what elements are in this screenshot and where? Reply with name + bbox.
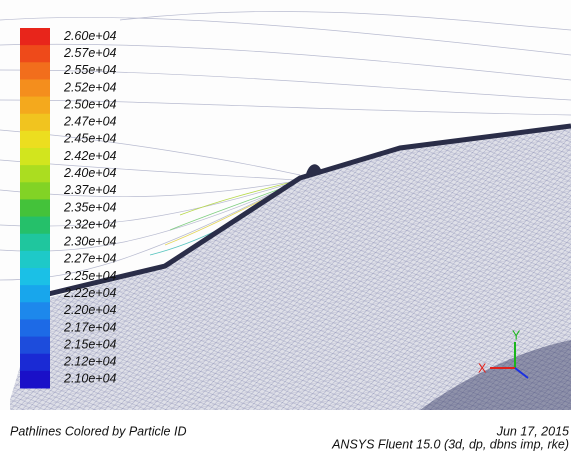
- colorbar-swatch: [20, 113, 50, 132]
- colorbar-swatch: [20, 182, 50, 200]
- triad-x-label: X: [478, 361, 487, 375]
- mesh-surface: [10, 128, 571, 410]
- colorbar-label: 2.40e+04: [63, 166, 117, 180]
- colorbar-label: 2.30e+04: [63, 235, 117, 249]
- date: Jun 17, 2015: [496, 424, 569, 438]
- surface-bump: [305, 164, 322, 178]
- colorbar-swatch: [20, 45, 50, 63]
- caption: Pathlines Colored by Particle ID: [10, 424, 186, 438]
- colorbar-label: 2.27e+04: [63, 252, 117, 266]
- colorbar-label: 2.47e+04: [63, 115, 117, 129]
- colorbar-swatch: [20, 199, 50, 218]
- colorbar-swatch: [20, 130, 50, 149]
- colorbar-label: 2.22e+04: [63, 286, 117, 300]
- colorbar-label: 2.32e+04: [63, 217, 117, 231]
- colorbar-swatch: [20, 62, 50, 80]
- colorbar-swatch: [20, 148, 50, 166]
- colorbar-label: 2.55e+04: [63, 63, 117, 77]
- colorbar-swatch: [20, 268, 50, 286]
- colorbar-label: 2.12e+04: [63, 355, 117, 369]
- colorbar-swatch: [20, 216, 50, 235]
- colorbar-label: 2.52e+04: [63, 80, 117, 94]
- colorbar-swatch: [20, 319, 50, 338]
- colorbar-swatch: [20, 79, 50, 98]
- dense-mesh: [420, 340, 571, 410]
- colorbar-label: 2.20e+04: [63, 303, 117, 317]
- colorbar-label: 2.37e+04: [63, 183, 117, 197]
- colorbar-label: 2.35e+04: [63, 200, 117, 214]
- triad-z-axis: [514, 367, 529, 379]
- colorbar-label: 2.17e+04: [63, 320, 117, 334]
- colorbar-swatch: [20, 165, 50, 183]
- colorbar-swatch: [20, 250, 50, 269]
- colorbar-label: 2.57e+04: [63, 46, 117, 60]
- colorbar-label: 2.50e+04: [63, 97, 117, 111]
- colorbar-swatch: [20, 28, 50, 46]
- colorbar-swatch: [20, 302, 50, 320]
- colorbar: 2.60e+04 2.57e+04 2.55e+04 2.52e+04 2.50e+04…: [20, 28, 117, 389]
- axis-triad: Y X: [478, 328, 529, 379]
- colorbar-label: 2.60e+04: [63, 29, 117, 43]
- colorbar-label: 2.42e+04: [63, 149, 117, 163]
- colorbar-label: 2.10e+04: [63, 372, 117, 386]
- colorbar-swatch: [20, 353, 50, 372]
- colorbar-label: 2.25e+04: [63, 269, 117, 283]
- solver-info: ANSYS Fluent 15.0 (3d, dp, dbns imp, rke…: [331, 437, 569, 451]
- colorbar-swatch: [20, 233, 50, 252]
- colorbar-swatch: [20, 96, 50, 115]
- triad-y-label: Y: [512, 328, 521, 342]
- surface-edge: [39, 123, 571, 299]
- colorbar-label: 2.45e+04: [63, 132, 117, 146]
- colorbar-swatch: [20, 370, 50, 389]
- colorbar-swatch: [20, 285, 50, 303]
- colorbar-swatch: [20, 336, 50, 355]
- colorbar-label: 2.15e+04: [63, 337, 117, 351]
